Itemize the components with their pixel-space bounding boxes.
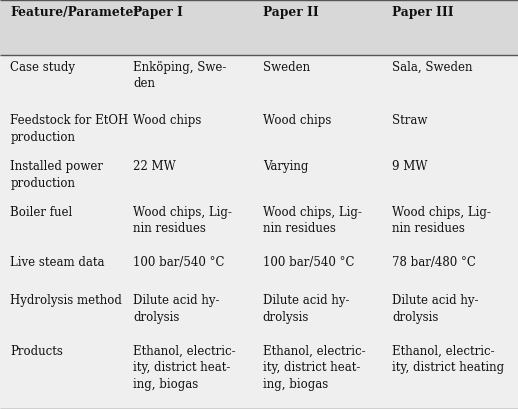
Text: Case study: Case study xyxy=(10,61,75,74)
Text: 9 MW: 9 MW xyxy=(392,160,428,173)
Text: Dilute acid hy-
drolysis: Dilute acid hy- drolysis xyxy=(133,294,220,324)
Text: Wood chips, Lig-
nin residues: Wood chips, Lig- nin residues xyxy=(133,206,232,235)
Text: Paper III: Paper III xyxy=(392,6,454,19)
Text: Paper I: Paper I xyxy=(133,6,183,19)
Text: Enköping, Swe-
den: Enköping, Swe- den xyxy=(133,61,226,90)
Bar xyxy=(0,0,518,55)
Text: Wood chips, Lig-
nin residues: Wood chips, Lig- nin residues xyxy=(392,206,491,235)
Text: Boiler fuel: Boiler fuel xyxy=(10,206,73,219)
Text: Dilute acid hy-
drolysis: Dilute acid hy- drolysis xyxy=(263,294,349,324)
Text: Sala, Sweden: Sala, Sweden xyxy=(392,61,472,74)
Text: 22 MW: 22 MW xyxy=(133,160,176,173)
Text: Installed power
production: Installed power production xyxy=(10,160,104,190)
Text: Straw: Straw xyxy=(392,115,427,127)
Text: Feature/Parameter: Feature/Parameter xyxy=(10,6,140,19)
Text: Sweden: Sweden xyxy=(263,61,310,74)
Text: Paper II: Paper II xyxy=(263,6,319,19)
Text: Live steam data: Live steam data xyxy=(10,256,105,269)
Text: Hydrolysis method: Hydrolysis method xyxy=(10,294,122,308)
Text: 78 bar/480 °C: 78 bar/480 °C xyxy=(392,256,476,269)
Text: Dilute acid hy-
drolysis: Dilute acid hy- drolysis xyxy=(392,294,479,324)
Text: Products: Products xyxy=(10,345,63,358)
Text: 100 bar/540 °C: 100 bar/540 °C xyxy=(133,256,225,269)
Text: Wood chips: Wood chips xyxy=(133,115,202,127)
Text: Ethanol, electric-
ity, district heat-
ing, biogas: Ethanol, electric- ity, district heat- i… xyxy=(133,345,236,391)
Text: 100 bar/540 °C: 100 bar/540 °C xyxy=(263,256,354,269)
Text: Wood chips, Lig-
nin residues: Wood chips, Lig- nin residues xyxy=(263,206,362,235)
Text: Varying: Varying xyxy=(263,160,308,173)
Text: Ethanol, electric-
ity, district heating: Ethanol, electric- ity, district heating xyxy=(392,345,504,374)
Text: Feedstock for EtOH
production: Feedstock for EtOH production xyxy=(10,115,128,144)
Text: Wood chips: Wood chips xyxy=(263,115,331,127)
Text: Ethanol, electric-
ity, district heat-
ing, biogas: Ethanol, electric- ity, district heat- i… xyxy=(263,345,365,391)
